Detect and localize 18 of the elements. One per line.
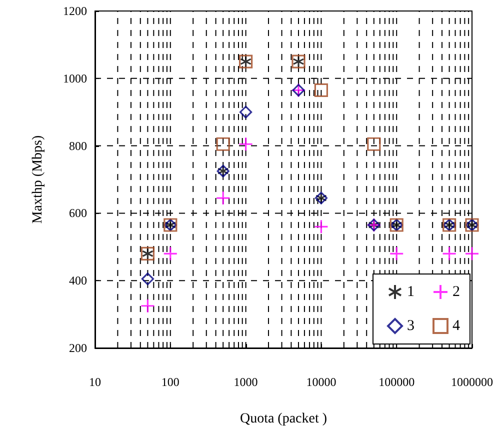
y-tick-label: 800	[69, 138, 87, 153]
x-tick-label: 100	[161, 375, 180, 389]
x-tick-label: 10	[89, 375, 101, 389]
legend-label: 3	[407, 318, 414, 334]
legend-label: 4	[452, 318, 460, 334]
x-tick-label: 1000000	[451, 375, 493, 389]
y-tick-label: 1200	[63, 4, 87, 18]
x-tick-label: 1000	[234, 375, 258, 389]
y-tick-label: 600	[69, 206, 87, 220]
x-axis-title: Quota (packet )	[240, 412, 328, 426]
x-tick-label: 10000	[306, 375, 336, 389]
legend-label: 2	[452, 284, 460, 300]
y-tick-label: 400	[69, 274, 87, 288]
y-tick-label: 1000	[63, 71, 87, 86]
legend-label: 1	[407, 284, 414, 300]
y-axis-title: Maxthp (Mbps)	[30, 135, 46, 224]
x-tick-label: 100000	[378, 375, 415, 389]
y-tick-label: 200	[69, 341, 87, 355]
